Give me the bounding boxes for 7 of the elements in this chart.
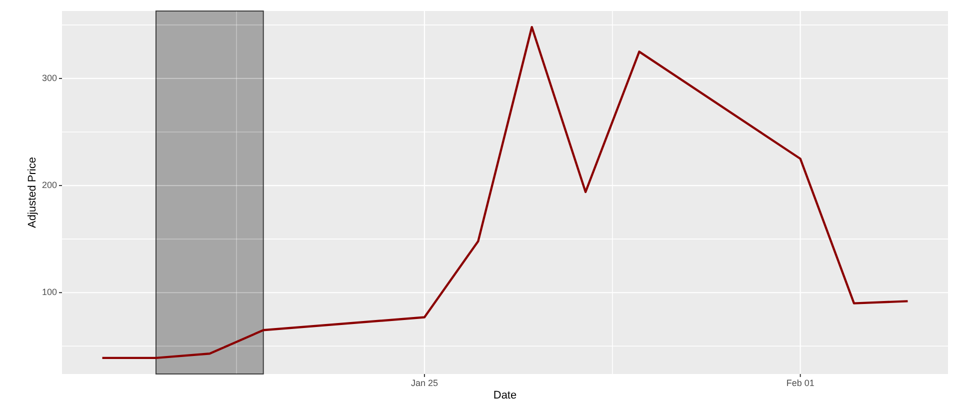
y-axis-title: Adjusted Price (26, 157, 39, 228)
x-axis-title: Date (493, 389, 517, 402)
x-tick-label: Feb 01 (786, 378, 814, 388)
y-tick-label: 200 (42, 180, 57, 190)
y-tick-label: 300 (42, 72, 57, 83)
x-tick-label: Jan 25 (410, 378, 438, 388)
y-tick-label: 100 (42, 287, 57, 298)
